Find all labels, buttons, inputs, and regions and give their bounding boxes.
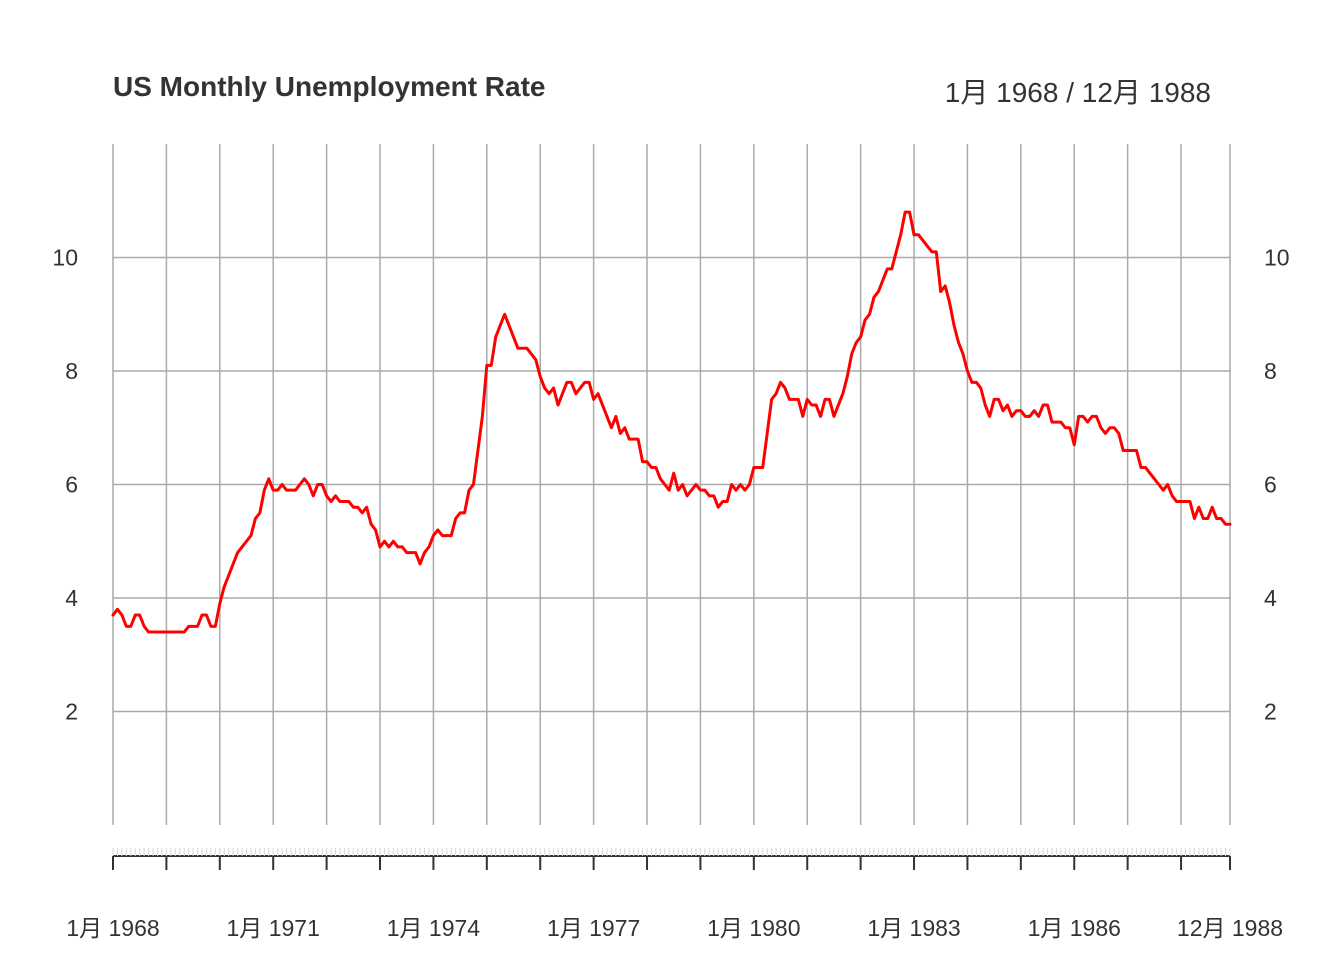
y-tick-label-right: 10 — [1264, 245, 1290, 271]
y-tick-label-left: 10 — [52, 245, 78, 271]
y-tick-label-right: 8 — [1264, 358, 1277, 384]
y-tick-label-left: 4 — [65, 585, 78, 611]
x-tick-label: 1月 1983 — [867, 915, 960, 941]
y-tick-label-left: 8 — [65, 358, 78, 384]
x-tick-label: 1月 1986 — [1028, 915, 1121, 941]
x-tick-label: 1月 1971 — [227, 915, 320, 941]
x-tick-label: 1月 1977 — [547, 915, 640, 941]
series-group — [111, 210, 1232, 634]
y-tick-label-right: 4 — [1264, 585, 1277, 611]
x-axis-tick-labels: 1月 1968 1月 1971 1月 1974 1月 1977 1月 1980 1月 19… — [66, 915, 1283, 941]
y-tick-label-left: 2 — [65, 699, 78, 725]
x-axis — [112, 848, 1231, 870]
series-line — [111, 210, 1232, 634]
x-tick-label: 1月 1980 — [707, 915, 800, 941]
chart-title: US Monthly Unemployment Rate — [113, 71, 546, 102]
y-tick-label-left: 6 — [65, 472, 78, 498]
y-tick-label-right: 6 — [1264, 472, 1277, 498]
date-range-label: 1月 1968 / 12月 1988 — [944, 77, 1211, 108]
x-tick-label: 1月 1974 — [387, 915, 481, 941]
y-axis-right: 2 4 6 8 10 — [1264, 245, 1290, 725]
x-tick-label: 1月 1968 — [66, 915, 159, 941]
y-tick-label-right: 2 — [1264, 699, 1277, 725]
y-axis-left: 2 4 6 8 10 — [52, 245, 78, 725]
x-tick-label: 12月 1988 — [1177, 915, 1283, 941]
